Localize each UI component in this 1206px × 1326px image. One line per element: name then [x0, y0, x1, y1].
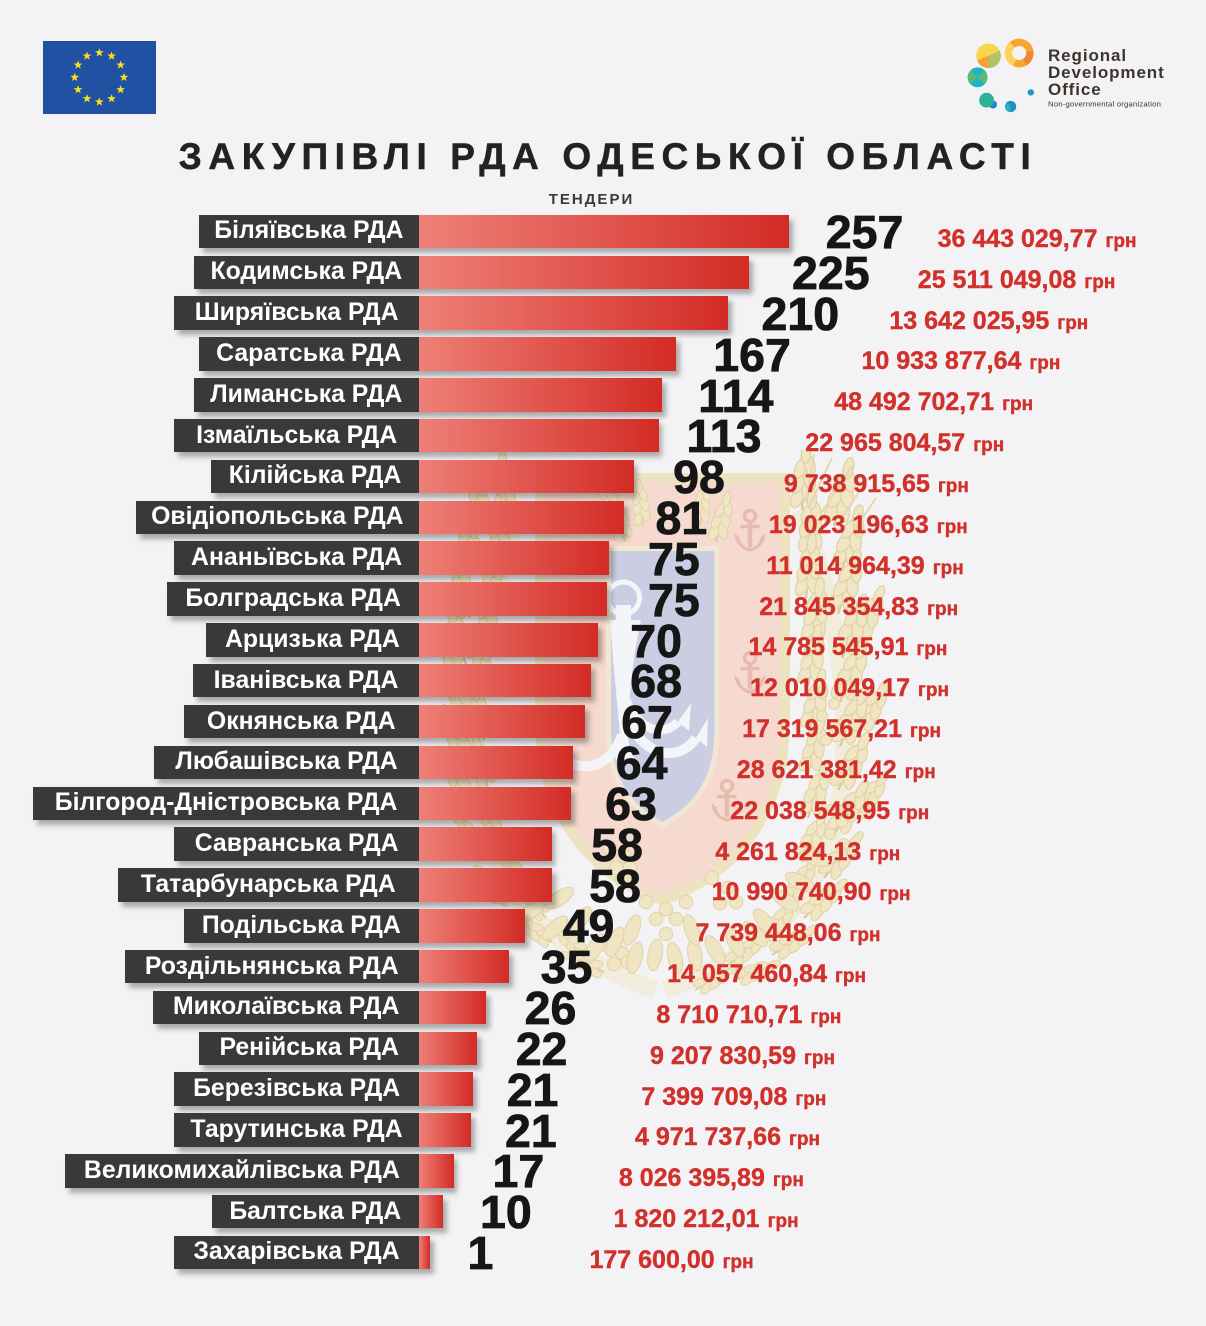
svg-text:Non-governmental organization: Non-governmental organization [1048, 100, 1161, 109]
svg-text:Office: Office [1048, 80, 1102, 99]
svg-text:Development: Development [1048, 63, 1165, 82]
svg-text:Regional: Regional [1048, 46, 1127, 65]
